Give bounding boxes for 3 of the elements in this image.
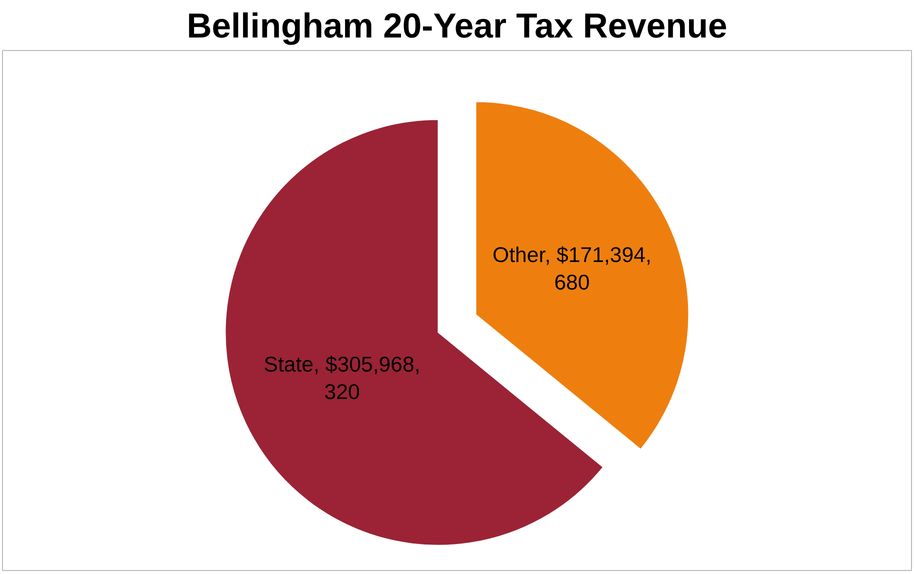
- slice-label: State, $305,968,320: [264, 352, 420, 404]
- slice-label: Other, $171,394,680: [492, 243, 652, 295]
- chart-title: Bellingham 20-Year Tax Revenue: [186, 8, 728, 46]
